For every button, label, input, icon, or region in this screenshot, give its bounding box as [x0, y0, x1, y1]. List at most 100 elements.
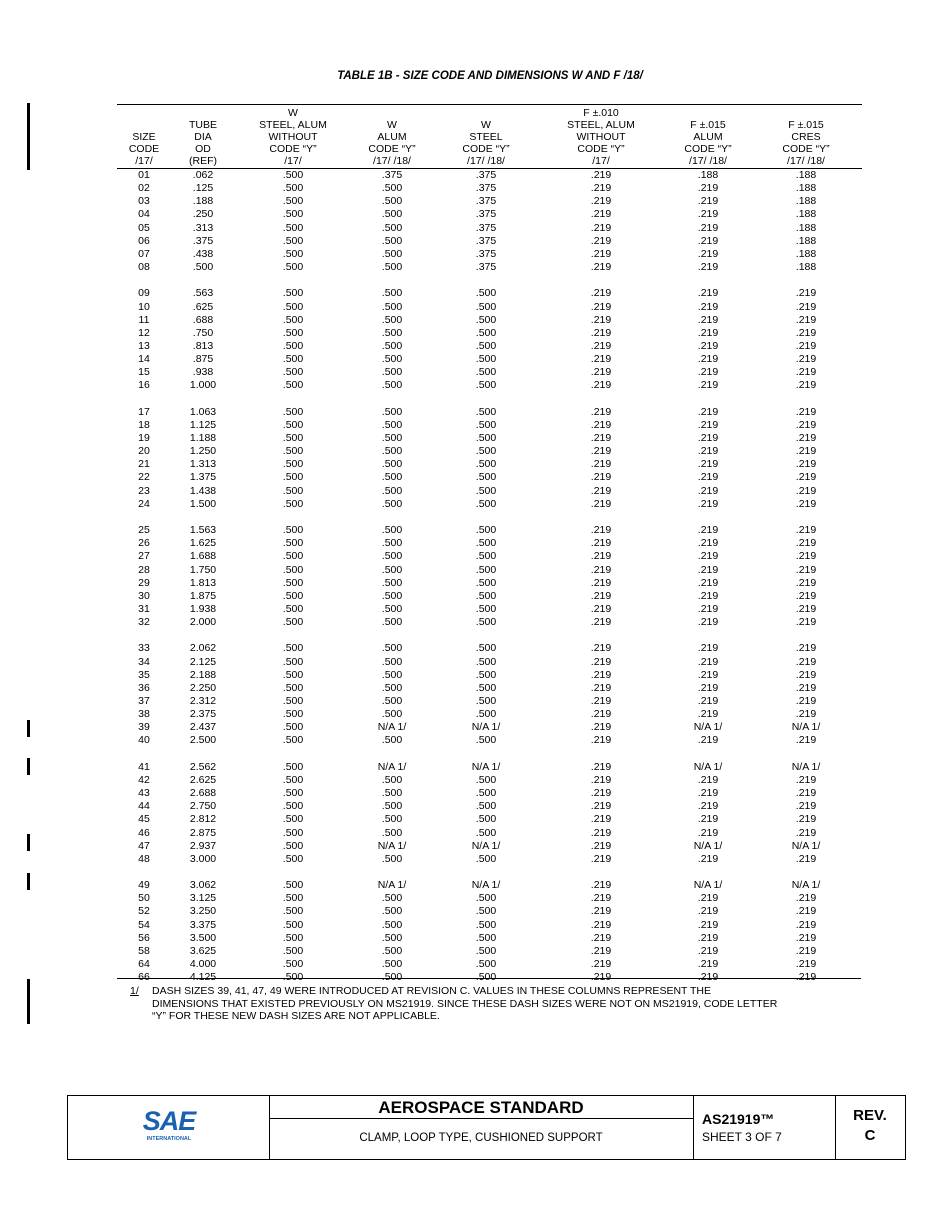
cell: .219 [697, 576, 719, 589]
cell: 2.625 [189, 773, 217, 786]
cell: 4.000 [189, 958, 217, 970]
size-code: 21 [138, 458, 150, 471]
heading: AEROSPACE STANDARD [378, 1098, 584, 1117]
cell: .500 [381, 339, 403, 352]
cell: 2.875 [189, 826, 217, 839]
cell: .219 [590, 642, 612, 655]
cell: .500 [282, 313, 304, 326]
cell: .500 [381, 524, 403, 537]
cell: .500 [282, 234, 304, 247]
cell: .219 [795, 339, 817, 352]
size-code: 36 [138, 681, 150, 694]
cell: .500 [475, 287, 497, 300]
cell: .219 [697, 589, 719, 602]
size-code: 25 [138, 524, 150, 537]
cell: .219 [590, 379, 612, 392]
cell: .625 [192, 300, 214, 313]
cell: .219 [697, 524, 719, 537]
cell: N/A 1/ [377, 721, 407, 734]
cell: .188 [795, 247, 817, 260]
cell: .500 [475, 944, 497, 957]
cell: .500 [282, 879, 304, 892]
cell: 1.313 [189, 458, 217, 471]
size-code: 50 [138, 892, 150, 905]
cell: 2.062 [189, 642, 217, 655]
cell: .500 [282, 182, 304, 195]
size-code: 26 [138, 537, 150, 550]
column-header: CODE “Y” [269, 143, 317, 155]
cell: .219 [590, 313, 612, 326]
column-header: W [387, 119, 397, 131]
size-code: 56 [138, 931, 150, 944]
cell: .500 [475, 695, 497, 707]
sheet: SHEET 3 OF 7 [702, 1130, 782, 1144]
cell: 2.188 [189, 668, 217, 681]
column-header: (REF) [189, 155, 217, 167]
cell: .500 [381, 234, 403, 247]
cell: .500 [381, 287, 403, 300]
cell: .375 [475, 195, 497, 208]
cell: .219 [697, 432, 719, 444]
cell: .438 [192, 247, 214, 260]
cell: .219 [697, 905, 719, 918]
cell: .219 [590, 247, 612, 260]
cell: .500 [381, 695, 403, 707]
cell: .219 [590, 432, 612, 444]
cell: .219 [590, 445, 612, 458]
size-code: 07 [138, 247, 150, 260]
cell: .500 [475, 826, 497, 839]
rev: C [864, 1127, 876, 1144]
cell: .219 [590, 616, 612, 629]
cell: .219 [795, 918, 817, 931]
cell: .219 [590, 944, 612, 957]
column-header: CODE [128, 143, 160, 155]
cell: .219 [795, 655, 817, 668]
cell: .500 [282, 839, 304, 852]
size-code: 29 [138, 576, 150, 589]
size-code: 13 [138, 339, 150, 352]
cell: .500 [381, 221, 403, 234]
size-code: 23 [138, 484, 150, 497]
cell: .500 [192, 261, 214, 274]
subject: CLAMP, LOOP TYPE, CUSHIONED SUPPORT [359, 1132, 603, 1144]
cell: .219 [590, 405, 612, 418]
cell: .500 [282, 708, 304, 721]
column-header: /17/ [284, 155, 302, 167]
cell: 1.063 [189, 405, 217, 418]
column-header: /17/ [135, 155, 153, 167]
cell: .219 [590, 563, 612, 576]
cell: .500 [475, 918, 497, 931]
cell: .313 [192, 221, 214, 234]
cell: .500 [475, 458, 497, 471]
cell: .219 [795, 287, 817, 300]
cell: .500 [282, 721, 304, 734]
cell: 2.000 [189, 616, 217, 629]
title-block: SAE INTERNATIONAL AEROSPACE STANDARD CLA… [67, 1095, 906, 1160]
cell: .219 [697, 681, 719, 694]
rev-label: REV. [853, 1107, 887, 1124]
cell: .500 [475, 405, 497, 418]
cell: .375 [475, 247, 497, 260]
cell: .500 [282, 892, 304, 905]
cell: .219 [795, 458, 817, 471]
size-code: 47 [138, 839, 150, 852]
cell: .688 [192, 313, 214, 326]
cell: .500 [475, 800, 497, 813]
cell: .219 [795, 773, 817, 786]
column-header: CODE “Y” [577, 143, 625, 155]
cell: .219 [590, 773, 612, 786]
cell: 4.125 [189, 971, 217, 984]
size-code: 03 [138, 195, 150, 208]
cell: 1.375 [189, 471, 217, 484]
cell: N/A 1/ [471, 721, 501, 734]
revision-bar [27, 758, 30, 775]
cell: .500 [475, 892, 497, 905]
cell: .500 [282, 602, 304, 615]
cell: 3.000 [189, 852, 217, 865]
column-header: WITHOUT [268, 131, 318, 143]
column-header: /17/ /18/ [373, 155, 411, 167]
cell: N/A 1/ [791, 879, 821, 892]
size-code: 24 [138, 497, 150, 510]
cell: .219 [697, 458, 719, 471]
